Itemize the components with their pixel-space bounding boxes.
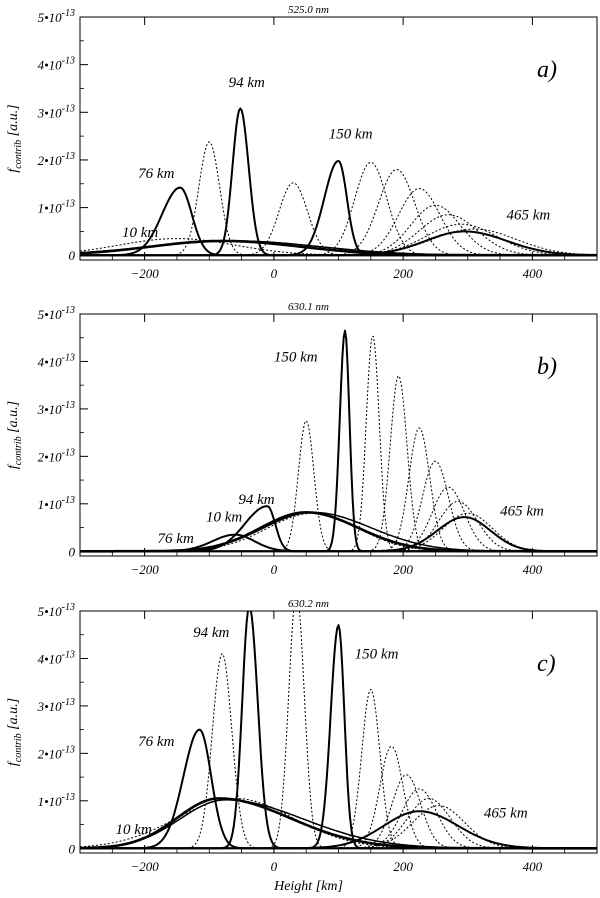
- chart-panel-2: −200 0 200 400 0 1•10-13 2•10-13 3•10-13 4•10-13…: [6, 301, 598, 577]
- x-tick-label: −200: [130, 266, 159, 281]
- x-tick-label: −200: [130, 562, 159, 577]
- y-tick-label: 5•10-13: [38, 305, 75, 322]
- curve-annotation: 465 km: [507, 208, 551, 224]
- series-line-dotted: [80, 214, 597, 256]
- x-tick-label: 200: [393, 562, 413, 577]
- series-line-dotted: [80, 653, 597, 849]
- curve-annotation: 76 km: [138, 166, 174, 182]
- y-axis-label: fcontrib [a.u.]: [6, 104, 24, 172]
- y-tick-label: 5•10-13: [38, 8, 75, 25]
- chart-panel-3: −200 0 200 400 0 1•10-13 2•10-13 3•10-13 4•10-13…: [6, 598, 598, 894]
- x-tick-label: 400: [523, 266, 543, 281]
- curve-annotation: 10 km: [122, 225, 158, 241]
- series-line-dotted: [80, 512, 597, 552]
- y-tick-label: 4•10-13: [38, 649, 75, 666]
- y-tick-label: 0: [69, 248, 76, 263]
- series-line-dotted: [80, 512, 597, 552]
- curve-annotation: 94 km: [238, 492, 274, 508]
- y-tick-label: 1•10-13: [38, 792, 75, 809]
- x-axis-label: Height [km]: [273, 879, 343, 894]
- series-line-dotted: [80, 223, 597, 256]
- series-line-dotted: [80, 238, 597, 256]
- y-tick-label: 3•10-13: [37, 103, 75, 120]
- series-line-solid: [80, 810, 597, 850]
- curve-annotation: 94 km: [229, 75, 265, 91]
- panel-title: 525.0 nm: [288, 4, 329, 16]
- curve-annotation: 10 km: [206, 509, 242, 525]
- curve-annotation: 465 km: [500, 504, 544, 520]
- y-axis-label: fcontrib [a.u.]: [6, 698, 24, 766]
- curve-annotation: 150 km: [329, 127, 373, 143]
- panel-letter: c): [537, 651, 556, 677]
- y-tick-label: 5•10-13: [38, 602, 75, 619]
- x-tick-label: 200: [393, 266, 413, 281]
- series-line-dotted: [80, 797, 597, 849]
- y-tick-label: 1•10-13: [38, 199, 75, 216]
- curve-annotation: 94 km: [193, 625, 229, 641]
- y-tick-label: 1•10-13: [38, 495, 75, 512]
- y-tick-label: 2•10-13: [38, 151, 75, 168]
- y-tick-label: 3•10-13: [37, 400, 75, 417]
- y-axis-label: fcontrib [a.u.]: [6, 401, 24, 469]
- curve-annotation: 150 km: [274, 349, 318, 365]
- curve-annotation: 10 km: [116, 822, 152, 838]
- x-tick-label: 200: [393, 859, 413, 874]
- curve-annotation: 76 km: [138, 734, 174, 750]
- curve-annotation: 465 km: [484, 805, 528, 821]
- y-tick-label: 4•10-13: [38, 352, 75, 369]
- y-tick-label: 2•10-13: [38, 447, 75, 464]
- x-tick-label: 400: [523, 562, 543, 577]
- panel-letter: b): [537, 354, 557, 380]
- chart-panel-1: −200 0 200 400 0 1•10-13 2•10-13 3•10-13 4•10-13…: [6, 4, 598, 281]
- x-tick-label: 0: [271, 266, 278, 281]
- series-line-dotted: [80, 688, 597, 849]
- curve-annotation: 150 km: [355, 646, 399, 662]
- panel-letter: a): [537, 57, 557, 83]
- panel-title: 630.2 nm: [288, 598, 329, 610]
- panel-title: 630.1 nm: [288, 301, 329, 313]
- x-tick-label: 0: [271, 562, 278, 577]
- curve-annotation: 76 km: [158, 531, 194, 547]
- x-tick-label: 400: [523, 859, 543, 874]
- y-tick-label: 0: [69, 841, 76, 856]
- y-tick-label: 2•10-13: [38, 744, 75, 761]
- y-tick-label: 3•10-13: [37, 697, 75, 714]
- y-tick-label: 0: [69, 544, 76, 559]
- y-tick-label: 4•10-13: [38, 56, 75, 73]
- x-tick-label: −200: [130, 859, 159, 874]
- x-tick-label: 0: [271, 859, 278, 874]
